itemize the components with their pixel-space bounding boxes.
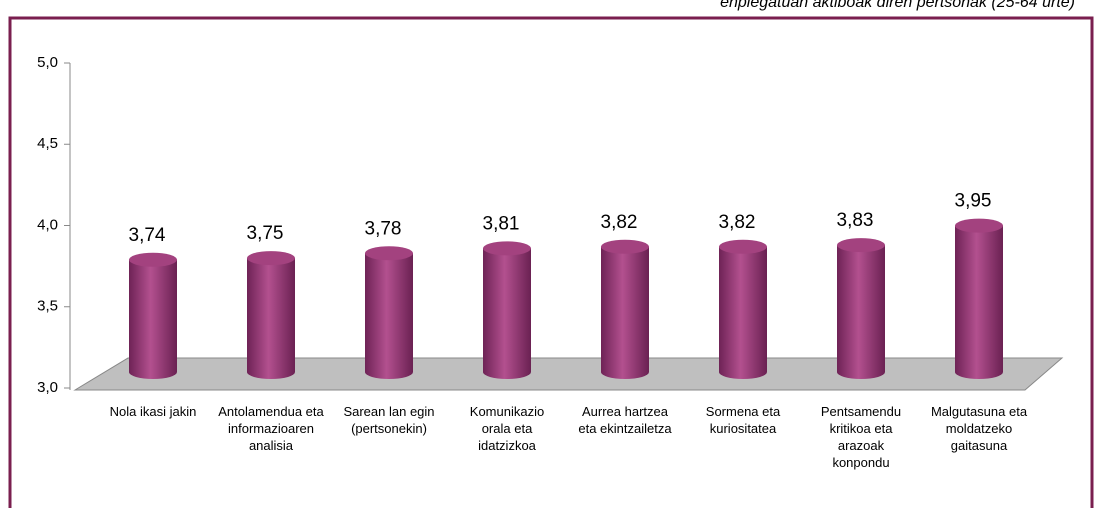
y-tick-label: 3,0 [37, 379, 58, 396]
x-tick-label: Aurrea hartzea eta ekintzailetza [578, 404, 672, 436]
bar-top [837, 238, 885, 253]
bar-body [719, 246, 767, 379]
value-label: 3,81 [483, 213, 520, 234]
value-label: 3,82 [601, 212, 638, 233]
bar-body [837, 245, 885, 379]
value-label: 3,82 [719, 212, 756, 233]
bar-top [601, 239, 649, 254]
x-tick-label: Sarean lan egin (pertsonekin) [343, 404, 435, 436]
floor [73, 357, 1064, 391]
bar-body [601, 246, 649, 379]
x-tick-label: Pentsamendu kritikoa eta arazoak konpond… [820, 404, 902, 470]
x-tick-label: Sormena eta kuriositatea [705, 404, 781, 436]
bar-body [483, 248, 531, 379]
subtitle: enplegatuan aktiboak diren pertsonak (25… [720, 0, 1075, 11]
x-tick-label: Antolamendua eta informazioaren analisia [218, 404, 324, 453]
value-label: 3,78 [365, 218, 402, 239]
frame [8, 16, 1094, 508]
bar-body [129, 259, 177, 379]
bar [483, 241, 531, 379]
bar [719, 239, 767, 379]
bar [247, 251, 295, 379]
bar-top [955, 218, 1003, 233]
value-label: 3,95 [955, 191, 992, 212]
x-tick-label: Komunikazio orala eta idatzizkoa [469, 404, 545, 453]
value-label: 3,74 [129, 225, 166, 246]
y-tick-label: 4,0 [37, 216, 58, 233]
bar [837, 238, 885, 379]
bar-body [365, 253, 413, 379]
x-tick-label: Nola ikasi jakin [109, 404, 197, 419]
value-label: 3,83 [837, 210, 874, 231]
bar [955, 218, 1003, 379]
bar [365, 246, 413, 379]
bar [129, 252, 177, 379]
bar-top [365, 246, 413, 261]
value-label: 3,75 [247, 223, 284, 244]
y-tick-label: 4,5 [37, 135, 58, 152]
bar-body [955, 225, 1003, 379]
bar [601, 239, 649, 379]
y-tick-label: 3,5 [37, 298, 58, 315]
bar-top [719, 239, 767, 254]
bar-top [247, 251, 295, 266]
x-tick-label: Malgutasuna eta moldatzeko gaitasuna [930, 404, 1028, 453]
y-tick-label: 5,0 [37, 54, 58, 71]
bar-top [483, 241, 531, 256]
bar-top [129, 252, 177, 267]
bar-body [247, 258, 295, 379]
